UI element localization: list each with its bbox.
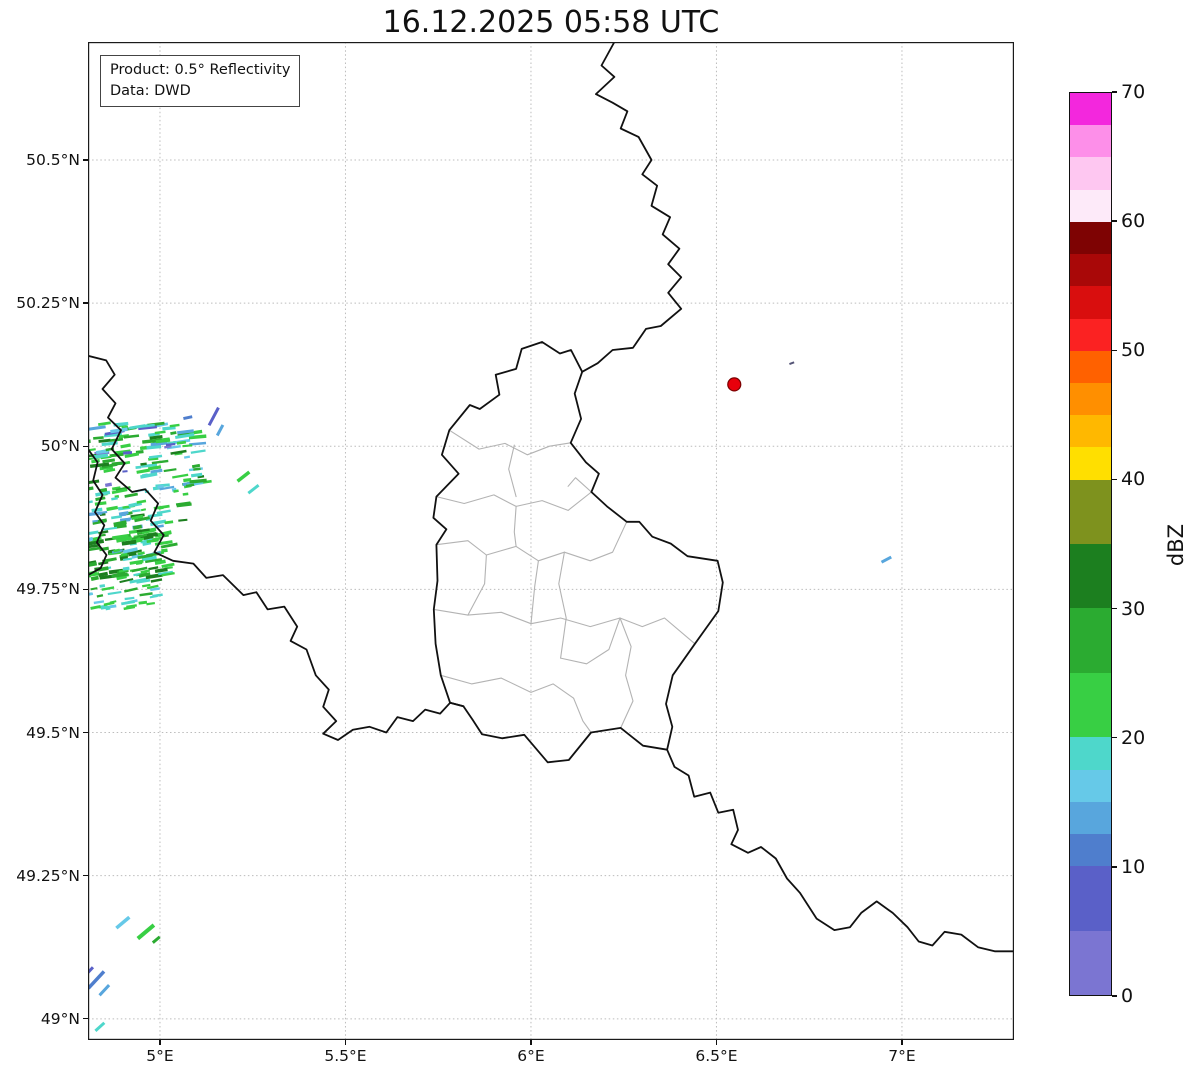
colorbar	[1069, 92, 1112, 996]
map-canvas	[88, 42, 1014, 1040]
y-tick-label: 50.25°N	[16, 294, 80, 313]
colorbar-tick	[1112, 995, 1117, 997]
colorbar-segment	[1070, 479, 1111, 544]
colorbar-tick-label: 10	[1121, 855, 1146, 878]
y-tick	[83, 875, 88, 877]
colorbar-tick	[1112, 220, 1117, 222]
figure-title: 16.12.2025 05:58 UTC	[382, 5, 720, 40]
x-tick-label: 6.5°E	[695, 1047, 738, 1065]
colorbar-segment	[1070, 382, 1111, 416]
y-tick-label: 49.25°N	[16, 866, 80, 885]
colorbar-tick	[1112, 607, 1117, 610]
x-tick	[344, 1040, 347, 1045]
x-tick	[715, 1040, 718, 1045]
colorbar-segment	[1070, 125, 1111, 158]
x-tick	[901, 1040, 903, 1045]
colorbar-segment	[1070, 833, 1111, 867]
country-borders	[88, 42, 1014, 953]
y-tick	[83, 731, 88, 734]
colorbar-tick-label: 40	[1121, 468, 1146, 491]
y-tick	[83, 302, 88, 304]
colorbar-segment	[1070, 221, 1111, 255]
colorbar-segment	[1070, 318, 1111, 351]
colorbar-segment	[1070, 608, 1111, 673]
x-tick-label: 5°E	[146, 1047, 174, 1065]
product-info-box: Product: 0.5° Reflectivity Data: DWD	[100, 55, 301, 108]
radar-echoes	[88, 361, 892, 1032]
colorbar-segment	[1070, 157, 1111, 190]
colorbar-tick-label: 30	[1121, 597, 1146, 620]
colorbar-tick-label: 20	[1121, 726, 1146, 749]
x-tick	[530, 1040, 532, 1045]
colorbar-segment	[1070, 93, 1111, 126]
colorbar-tick	[1112, 349, 1117, 351]
x-tick	[159, 1040, 161, 1045]
grid	[88, 42, 1014, 1040]
colorbar-segment	[1070, 447, 1111, 480]
colorbar-tick	[1112, 737, 1117, 739]
colorbar-segment	[1070, 189, 1111, 222]
colorbar-tick	[1112, 91, 1117, 93]
admin-borders	[433, 429, 696, 734]
colorbar-segment	[1070, 254, 1111, 287]
colorbar-segment	[1070, 801, 1111, 834]
colorbar-tick-label: 70	[1121, 81, 1146, 103]
colorbar-segment	[1070, 286, 1111, 319]
y-tick	[83, 159, 88, 161]
y-tick	[83, 588, 88, 591]
colorbar-tick-label: 50	[1121, 339, 1146, 362]
y-tick-label: 49°N	[40, 1009, 80, 1028]
colorbar-segment	[1070, 866, 1111, 931]
y-tick	[83, 445, 88, 447]
y-tick-label: 49.5°N	[26, 723, 80, 742]
colorbar-segment	[1070, 930, 1111, 995]
colorbar-tick	[1112, 478, 1117, 481]
colorbar-tick	[1112, 866, 1117, 868]
x-tick-label: 7°E	[888, 1047, 916, 1065]
x-tick-label: 6°E	[517, 1047, 545, 1065]
colorbar-tick-label: 60	[1121, 210, 1146, 233]
y-tick-label: 50°N	[40, 437, 80, 456]
map-plot-area: Product: 0.5° Reflectivity Data: DWD	[88, 42, 1014, 1040]
colorbar-segment	[1070, 672, 1111, 738]
colorbar-segment	[1070, 415, 1111, 448]
colorbar-unit-label: dBZ	[1164, 523, 1188, 567]
colorbar-tick-label: 0	[1121, 985, 1134, 1007]
radar-site-marker	[727, 377, 742, 392]
colorbar-segment	[1070, 350, 1111, 383]
y-tick-label: 50.5°N	[26, 150, 80, 169]
x-tick-label: 5.5°E	[324, 1047, 367, 1065]
colorbar-segment	[1070, 769, 1111, 802]
plot-spine	[88, 42, 1014, 1040]
y-tick	[83, 1018, 88, 1020]
data-source-line: Data: DWD	[110, 82, 191, 99]
y-tick-label: 49.75°N	[16, 580, 80, 599]
colorbar-segment	[1070, 544, 1111, 609]
product-line: Product: 0.5° Reflectivity	[110, 62, 291, 78]
colorbar-segment	[1070, 737, 1111, 770]
